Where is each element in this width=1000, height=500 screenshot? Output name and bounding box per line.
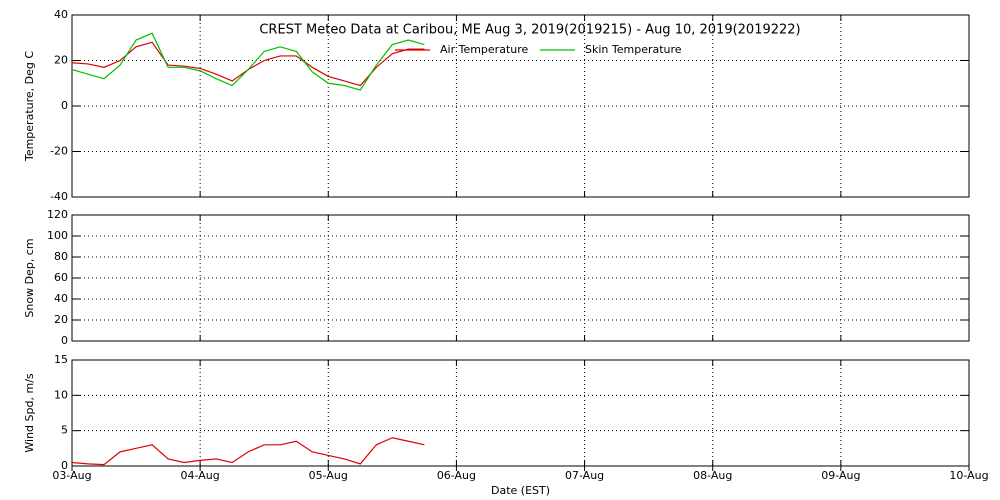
y-tick-label: 20: [54, 313, 68, 326]
y-tick-label: -20: [50, 145, 68, 158]
legend-label: Skin Temperature: [585, 43, 682, 56]
x-tick-label: 05-Aug: [309, 469, 348, 482]
y-tick-label: 100: [47, 229, 68, 242]
x-tick-label: 09-Aug: [821, 469, 860, 482]
y-tick-label: 10: [54, 388, 68, 401]
x-tick-label: 04-Aug: [181, 469, 220, 482]
plot-frame: [71, 359, 970, 467]
x-tick-label: 03-Aug: [52, 469, 91, 482]
y-tick-label: 60: [54, 271, 68, 284]
legend-label: Air Temperature: [440, 43, 529, 56]
y-axis-label: Snow Dep, cm: [23, 238, 36, 317]
x-tick-label: 10-Aug: [949, 469, 988, 482]
data-line: [71, 32, 425, 91]
y-axis-label: Wind Spd, m/s: [23, 373, 36, 453]
y-tick-label: 80: [54, 250, 68, 263]
y-tick-label: 15: [54, 353, 68, 366]
y-tick-label: 40: [54, 292, 68, 305]
y-tick-label: 5: [61, 424, 68, 437]
x-tick-label: 08-Aug: [693, 469, 732, 482]
data-line: [71, 437, 425, 466]
y-axis-label: Temperature, Deg C: [23, 51, 36, 162]
y-tick-label: 0: [61, 459, 68, 472]
chart-title: CREST Meteo Data at Caribou, ME Aug 3, 2…: [259, 23, 800, 38]
x-tick-label: 07-Aug: [565, 469, 604, 482]
y-tick-label: 120: [47, 208, 68, 221]
y-tick-label: 40: [54, 8, 68, 21]
y-tick-label: 0: [61, 99, 68, 112]
y-tick-label: -40: [50, 190, 68, 203]
y-tick-label: 20: [54, 54, 68, 67]
x-axis-label: Date (EST): [491, 484, 550, 497]
data-line: [71, 41, 425, 87]
x-tick-label: 06-Aug: [437, 469, 476, 482]
y-tick-label: 0: [61, 334, 68, 347]
